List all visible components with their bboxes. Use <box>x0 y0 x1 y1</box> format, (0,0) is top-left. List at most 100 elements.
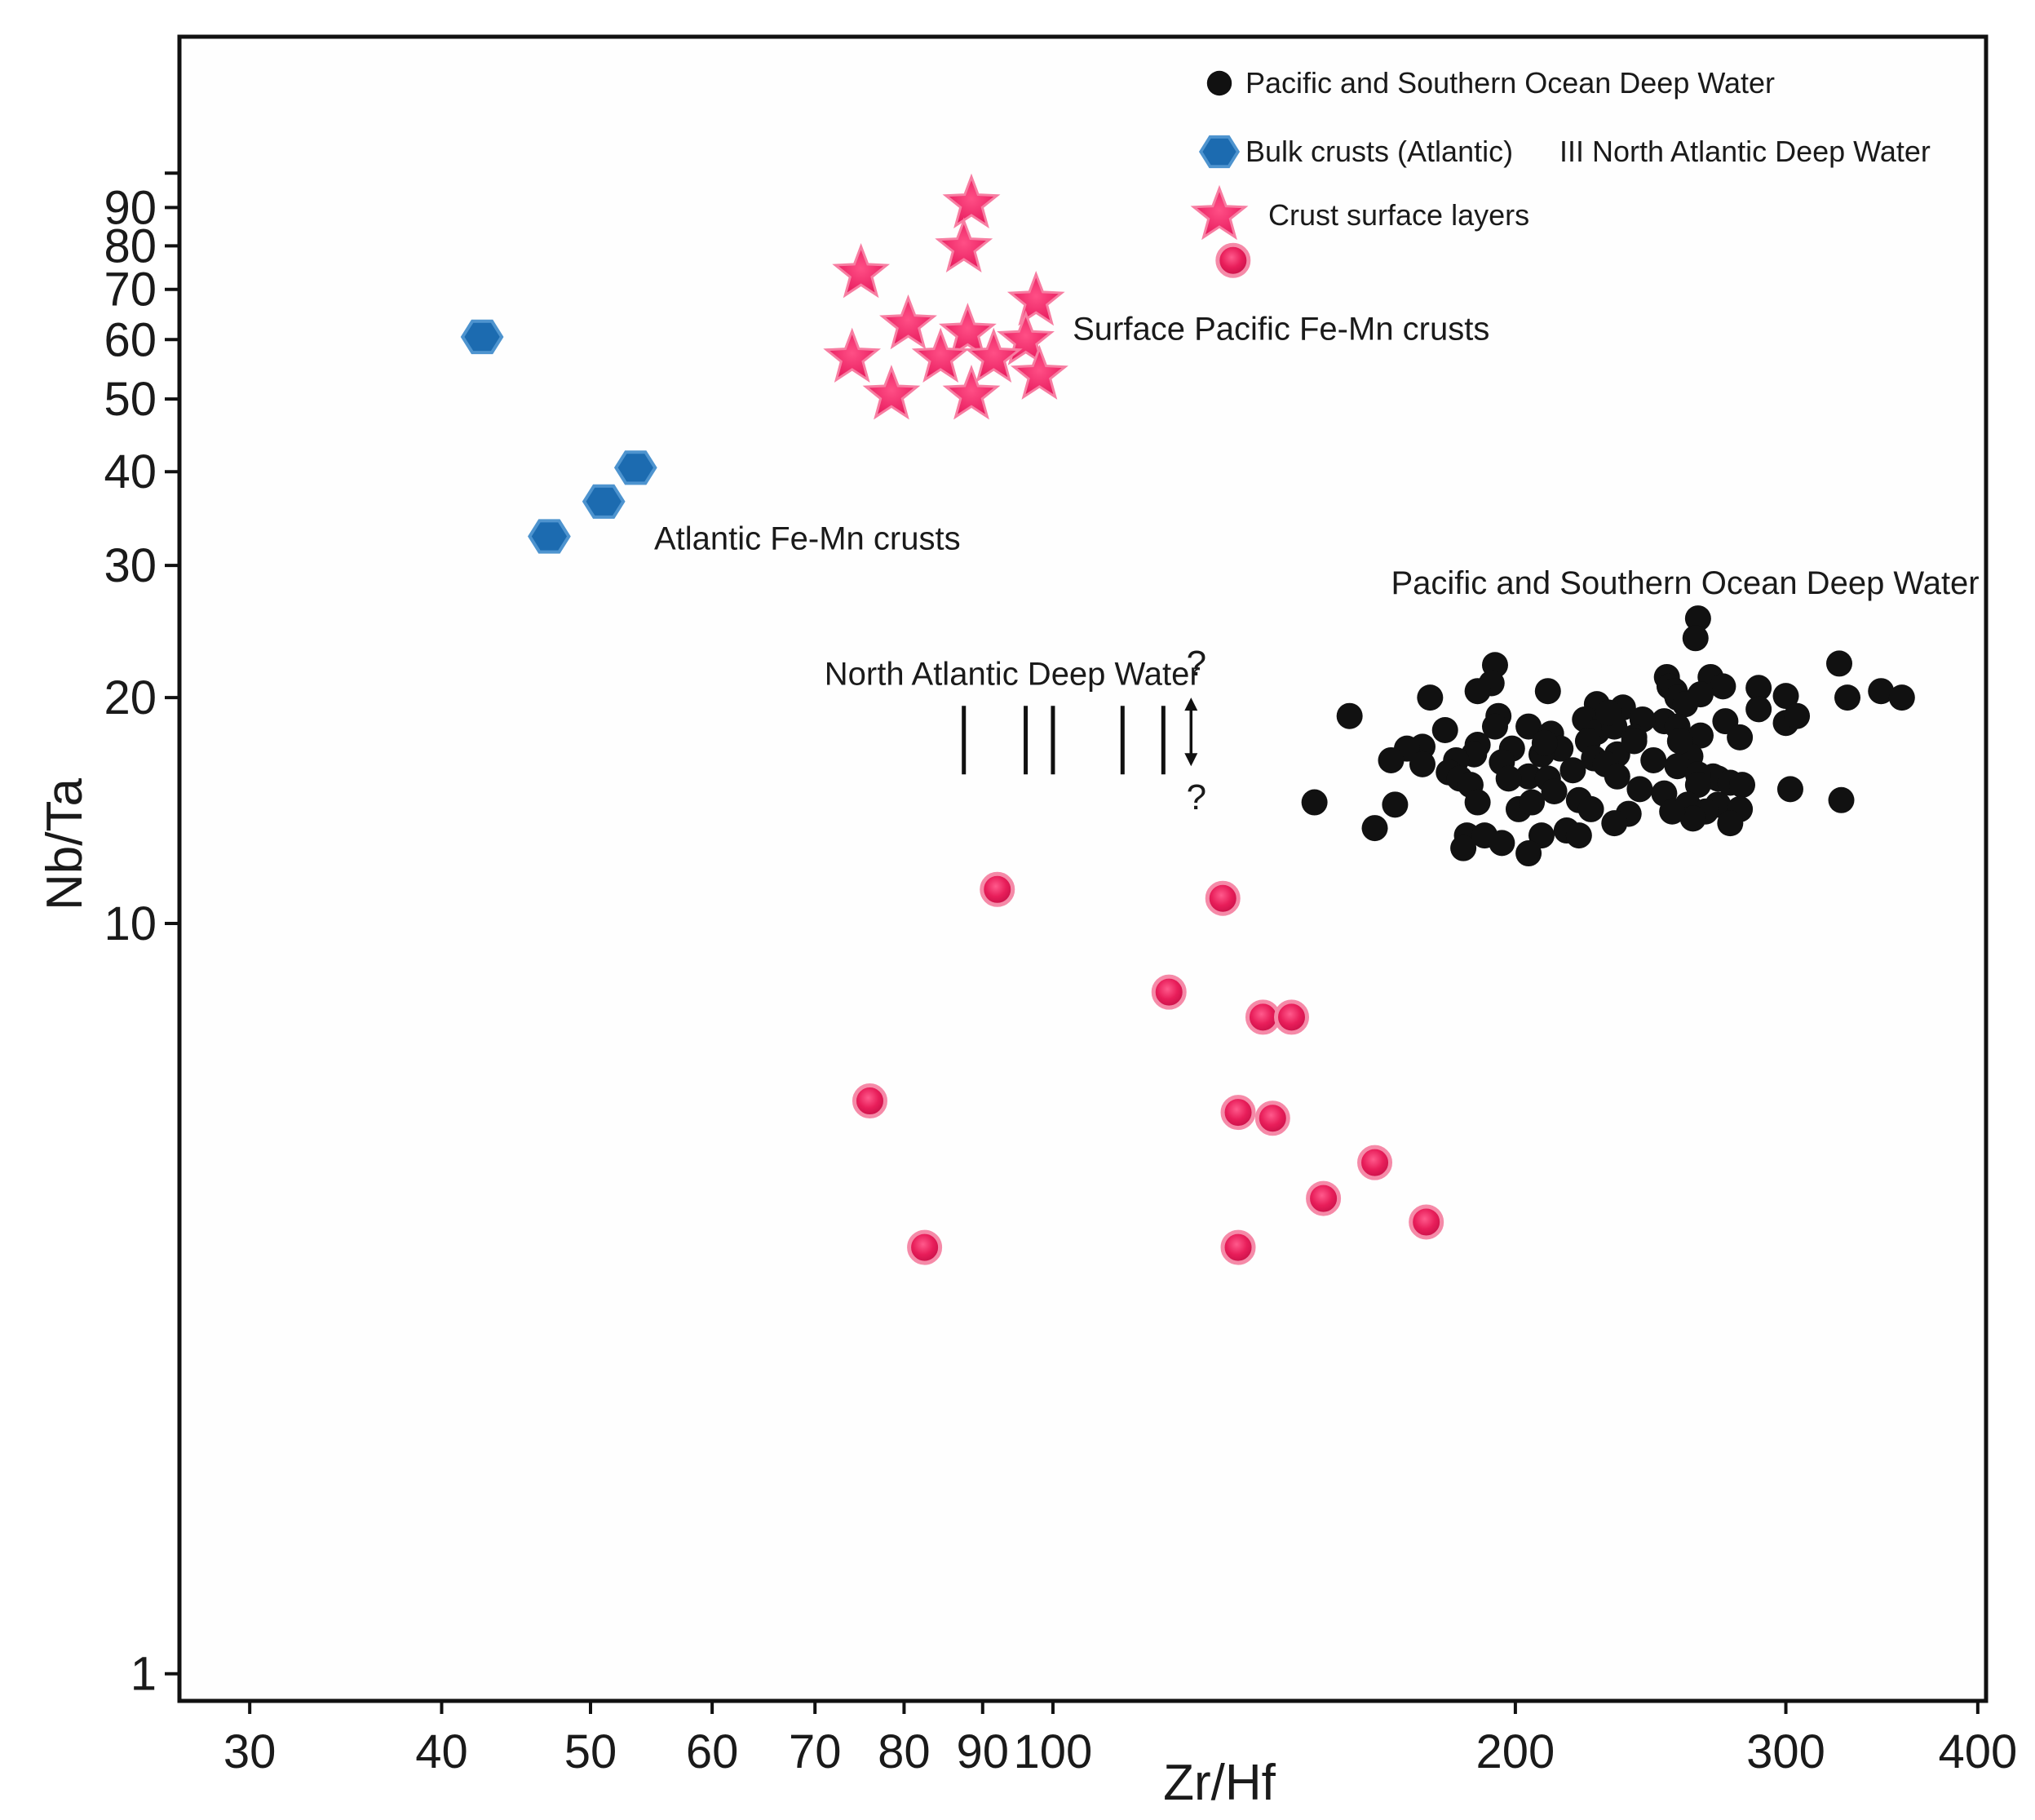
circle-point <box>1745 675 1772 702</box>
circle-point <box>1515 713 1542 740</box>
circle-point <box>1464 789 1491 816</box>
y-tick-label: 40 <box>104 445 157 498</box>
circle-point <box>1301 789 1328 816</box>
hexagon-point <box>613 450 657 485</box>
annotation-label: Surface Pacific Fe-Mn crusts <box>1073 311 1489 347</box>
series-pink-circle <box>852 242 1444 1265</box>
pink-circle-point <box>1254 1100 1290 1136</box>
y-tick-label: 90 <box>104 181 157 234</box>
circle-point <box>1515 763 1542 790</box>
circle-point <box>1745 696 1772 723</box>
star-point <box>942 173 1001 229</box>
annotation-label: Pacific and Southern Ocean Deep Water <box>1391 565 1979 601</box>
circle-point <box>1534 678 1561 705</box>
circle-point <box>1834 684 1861 711</box>
y-tick-label: 20 <box>104 671 157 724</box>
pink-circle-point <box>1151 974 1187 1010</box>
circle-point <box>1464 678 1491 705</box>
pink-circle-point <box>1205 880 1241 916</box>
pink-circle-point <box>1409 1204 1444 1240</box>
circle-point <box>1664 753 1691 780</box>
y-axis-title: Nb/Ta <box>37 778 93 910</box>
y-tick-label: 50 <box>104 373 157 426</box>
circle-point <box>1528 822 1555 849</box>
y-tick-label: 30 <box>104 539 157 592</box>
x-tick-label: 60 <box>686 1725 739 1778</box>
pink-circle-point <box>1306 1180 1342 1216</box>
star-point <box>964 327 1023 383</box>
circle-point <box>1519 789 1546 816</box>
y-tick-label: 80 <box>104 219 157 272</box>
x-tick-label: 300 <box>1746 1725 1825 1778</box>
circle-point <box>1595 699 1622 726</box>
circle-point <box>1684 605 1711 632</box>
circle-point <box>1710 673 1736 700</box>
pink-circle-point <box>1220 1229 1256 1265</box>
question-mark-top: ? <box>1187 644 1206 684</box>
circle-point <box>1868 678 1895 705</box>
hexagon-point <box>460 319 504 355</box>
data-points <box>460 173 1915 1265</box>
circle-point <box>1888 684 1915 711</box>
circle-point <box>1541 778 1568 805</box>
circle-point <box>1776 776 1803 803</box>
circle-point <box>1772 683 1799 710</box>
x-tick-label: 30 <box>223 1725 276 1778</box>
y-tick-label: 70 <box>104 263 157 317</box>
annotation-label: North Atlantic Deep Water <box>825 656 1201 692</box>
pink-circle-point <box>907 1229 943 1265</box>
circle-point <box>1784 702 1811 729</box>
circle-point <box>1717 810 1744 837</box>
circle-point <box>1729 772 1756 799</box>
star-point <box>997 310 1055 365</box>
legend-hexagon-marker <box>1198 135 1241 169</box>
arrow-head-down <box>1184 753 1198 767</box>
x-tick-label: 50 <box>564 1725 617 1778</box>
pink-circle-point <box>980 871 1015 907</box>
annotation-layer: Surface Pacific Fe-Mn crusts Atlantic Fe-… <box>654 311 1980 692</box>
x-tick-label: 100 <box>1014 1725 1093 1778</box>
circle-point <box>1481 713 1508 740</box>
circle-point <box>1409 751 1436 777</box>
legend-label: Pacific and Southern Ocean Deep Water <box>1245 66 1775 100</box>
circle-point <box>1826 650 1853 677</box>
circle-point <box>1417 684 1444 711</box>
circle-point <box>1559 757 1586 784</box>
circle-point <box>1577 795 1604 822</box>
y-tick-label: 1 <box>131 1648 157 1701</box>
pink-circle-point <box>1215 242 1251 278</box>
series-hexagon <box>460 319 657 554</box>
circle-point <box>1336 702 1363 729</box>
circle-point <box>1450 835 1477 861</box>
star-point <box>862 365 921 420</box>
question-mark-bottom: ? <box>1187 777 1206 817</box>
star-point <box>935 217 993 273</box>
x-tick-label: 80 <box>878 1725 931 1778</box>
circle-point <box>1621 728 1648 755</box>
x-tick-label: 400 <box>1938 1725 2017 1778</box>
circle-point <box>1626 776 1653 803</box>
star-point <box>911 327 970 383</box>
circle-point <box>1727 724 1754 751</box>
circle-point <box>1382 791 1409 818</box>
legend-star-marker <box>1190 184 1249 241</box>
legend-circle-marker <box>1206 70 1232 96</box>
circle-point <box>1378 746 1405 773</box>
circle-point <box>1361 815 1388 842</box>
x-tick-label: 90 <box>957 1725 1010 1778</box>
pink-circle-point <box>1220 1095 1256 1131</box>
hexagon-point <box>528 519 571 554</box>
pink-circle-point <box>1273 999 1309 1035</box>
circle-point <box>1684 772 1711 799</box>
x-tick-label: 70 <box>789 1725 842 1778</box>
circle-point <box>1687 722 1714 749</box>
arrow-head-up <box>1184 697 1198 711</box>
hexagon-point <box>582 484 626 519</box>
x-tick-label: 200 <box>1476 1725 1555 1778</box>
star-point <box>832 242 890 299</box>
circle-point <box>1531 729 1558 756</box>
legend-label: Bulk crusts (Atlantic) <box>1245 135 1513 168</box>
